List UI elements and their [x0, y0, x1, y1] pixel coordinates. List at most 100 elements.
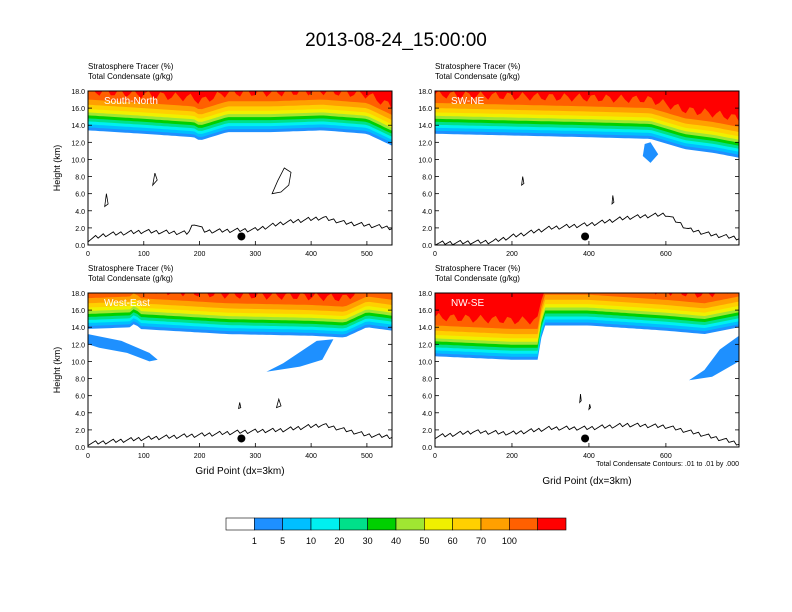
tracer-blob-0 — [689, 335, 739, 381]
y-tick-label: 4.0 — [75, 209, 85, 216]
condensate-contour-0 — [521, 176, 525, 186]
panel-title-line2: Total Condensate (g/kg) — [435, 72, 520, 81]
x-tick-label: 0 — [433, 453, 437, 460]
y-tick-label: 12.0 — [71, 140, 85, 147]
condensate-contour-0 — [271, 167, 292, 195]
tracer-band-10 — [88, 293, 392, 307]
panel-title-line2: Total Condensate (g/kg) — [88, 72, 173, 81]
y-tick-label: 8.0 — [75, 175, 85, 182]
terrain-line — [435, 212, 739, 245]
panel-name: SW-NE — [451, 96, 484, 107]
colorbar-label: 20 — [334, 536, 344, 546]
colorbar-box — [339, 517, 368, 531]
colorbar-box — [254, 517, 283, 531]
terrain-line — [88, 423, 392, 446]
y-tick-label: 16.0 — [418, 308, 432, 315]
y-tick-label: 2.0 — [422, 428, 432, 435]
y-tick-label: 16.0 — [418, 106, 432, 113]
y-tick-label: 14.0 — [418, 325, 432, 332]
y-tick-label: 10.0 — [71, 157, 85, 164]
plot-area — [88, 293, 392, 447]
y-tick-label: 4.0 — [422, 209, 432, 216]
y-tick-label: 4.0 — [75, 411, 85, 418]
colorbar-label: 70 — [476, 536, 486, 546]
x-tick-label: 100 — [138, 251, 150, 258]
y-tick-label: 6.0 — [75, 192, 85, 199]
x-tick-label: 300 — [249, 251, 261, 258]
colorbar-label: 60 — [448, 536, 458, 546]
panel-title-line2: Total Condensate (g/kg) — [435, 274, 520, 283]
contour-footnote: Total Condensate Contours: .01 to .01 by… — [596, 461, 739, 468]
y-axis-label: Height (km) — [52, 347, 62, 394]
y-tick-label: 18.0 — [71, 291, 85, 298]
y-tick-label: 8.0 — [422, 175, 432, 182]
figure-title: 2013-08-24_15:00:00 — [305, 30, 487, 51]
location-marker — [581, 232, 590, 241]
condensate-contour-1 — [275, 397, 282, 409]
x-tick-label: 400 — [305, 251, 317, 258]
y-tick-label: 0.0 — [75, 243, 85, 250]
y-tick-label: 14.0 — [71, 325, 85, 332]
colorbar-label: 10 — [306, 536, 316, 546]
y-tick-label: 14.0 — [71, 123, 85, 130]
plot-area — [88, 91, 392, 245]
x-tick-label: 100 — [138, 453, 150, 460]
y-tick-label: 6.0 — [422, 192, 432, 199]
y-tick-label: 0.0 — [75, 445, 85, 452]
y-tick-label: 14.0 — [418, 123, 432, 130]
y-tick-label: 10.0 — [418, 157, 432, 164]
y-tick-label: 12.0 — [418, 140, 432, 147]
x-tick-label: 400 — [583, 453, 595, 460]
location-marker — [237, 232, 246, 241]
x-axis-label: Grid Point (dx=3km) — [195, 466, 284, 477]
x-tick-label: 200 — [506, 251, 518, 258]
plot-frame — [87, 90, 393, 246]
colorbar-label: 40 — [391, 536, 401, 546]
y-tick-label: 8.0 — [422, 377, 432, 384]
panel-title-line1: Stratosphere Tracer (%) — [88, 62, 174, 71]
plot-frame — [434, 292, 740, 448]
tracer-band-11 — [435, 91, 739, 122]
panel-west-east: West-East Stratosphere Tracer (%)Total Co… — [52, 264, 393, 477]
y-tick-label: 10.0 — [71, 359, 85, 366]
plot-frame — [87, 292, 393, 448]
x-tick-label: 400 — [583, 251, 595, 258]
tracer-band-10 — [88, 91, 392, 115]
y-tick-label: 6.0 — [422, 394, 432, 401]
condensate-contour-0 — [238, 402, 242, 410]
location-marker — [581, 434, 590, 443]
y-tick-label: 18.0 — [71, 89, 85, 96]
colorbar-box — [225, 517, 255, 531]
x-tick-label: 200 — [194, 453, 206, 460]
colorbar-box — [310, 517, 340, 531]
tracer-band-10 — [435, 91, 739, 127]
y-tick-label: 0.0 — [422, 243, 432, 250]
panel-title-line2: Total Condensate (g/kg) — [88, 274, 173, 283]
y-axis-label: Height (km) — [52, 145, 62, 192]
y-tick-label: 0.0 — [422, 445, 432, 452]
colorbar-label: 100 — [502, 536, 517, 546]
y-tick-label: 6.0 — [75, 394, 85, 401]
location-marker — [237, 434, 246, 443]
colorbar-box — [537, 517, 567, 531]
panel-title-line1: Stratosphere Tracer (%) — [88, 264, 174, 273]
tracer-band-11 — [88, 293, 392, 302]
panel-sw-ne: SW-NE Stratosphere Tracer (%)Total Conden… — [418, 62, 740, 258]
x-tick-label: 0 — [433, 251, 437, 258]
condensate-contour-1 — [152, 172, 158, 187]
condensate-contour-1 — [611, 195, 615, 205]
colorbar-box — [282, 517, 312, 531]
condensate-contour-1 — [588, 404, 591, 411]
y-tick-label: 2.0 — [75, 226, 85, 233]
y-tick-label: 16.0 — [71, 308, 85, 315]
colorbar-box — [509, 517, 538, 531]
colorbar-box — [424, 517, 453, 531]
tracer-band-11 — [88, 91, 392, 110]
colorbar-box — [395, 517, 425, 531]
y-tick-label: 16.0 — [71, 106, 85, 113]
colorbar-box — [452, 517, 482, 531]
y-tick-label: 12.0 — [418, 342, 432, 349]
x-tick-label: 600 — [660, 453, 672, 460]
x-tick-label: 400 — [305, 453, 317, 460]
